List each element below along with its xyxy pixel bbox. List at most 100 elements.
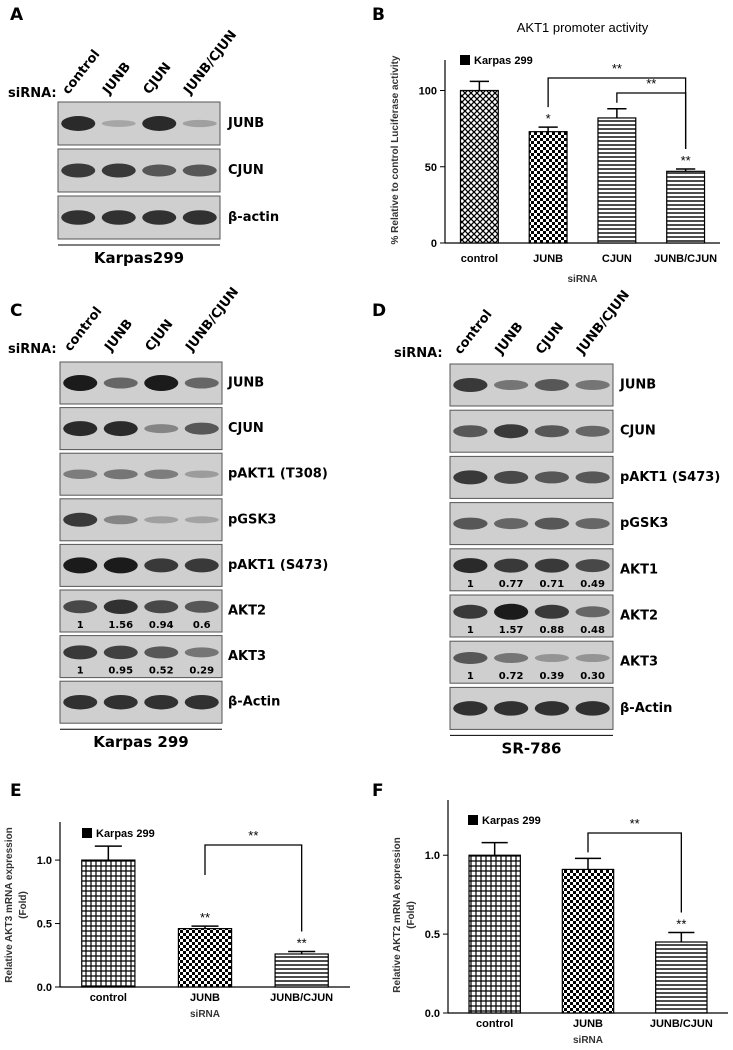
bar [597, 117, 637, 244]
blot-band [575, 606, 610, 618]
blot-band [63, 375, 98, 391]
cell-line: Karpas 299 [93, 733, 188, 751]
blot-row-label: AKT1 [620, 562, 658, 577]
comparison-bracket [547, 77, 687, 150]
blot-band [61, 163, 96, 178]
quantification: 1 [467, 671, 474, 682]
y-tick-label: 0.0 [37, 982, 52, 994]
bar [468, 854, 521, 1014]
blot-band [534, 558, 569, 573]
blot-band [101, 210, 136, 225]
lane-label: JUNB [492, 320, 527, 359]
blot-band [142, 164, 177, 177]
panel-letter: F [372, 781, 384, 801]
bar [459, 89, 499, 244]
sirna-label: siRNA: [394, 346, 443, 361]
quantification: 1 [77, 666, 84, 677]
blot-band [494, 380, 529, 390]
blot-band [63, 694, 98, 710]
blot-row-label: pGSK3 [228, 512, 276, 527]
quantification: 0.77 [499, 579, 524, 590]
quantification: 0.95 [108, 666, 133, 677]
lane-label: JUNB/CJUN [573, 288, 633, 359]
lane-label: JUNB [99, 60, 134, 99]
quantification: 0.72 [499, 671, 524, 682]
x-tick-label: control [476, 1018, 513, 1030]
blot-row-label: AKT2 [228, 604, 266, 619]
y-tick-label: 50 [425, 162, 437, 174]
cell-line: Karpas299 [94, 249, 184, 267]
blot-band [575, 518, 610, 530]
quantification: 1 [467, 579, 474, 590]
x-tick-label: CJUN [602, 253, 632, 265]
x-tick-label: JUNB [190, 992, 220, 1004]
panel-letter: B [372, 5, 385, 25]
sirna-label: siRNA: [8, 342, 57, 357]
y-axis-label: Relative AKT3 mRNA expression [4, 827, 15, 982]
blot-band [575, 380, 610, 390]
quantification: 0.29 [189, 666, 214, 677]
blot-band [184, 516, 219, 524]
blot-band [453, 425, 488, 438]
blot-band [63, 600, 98, 614]
blot-band [101, 163, 136, 178]
cell-line: SR-786 [502, 739, 562, 757]
lane-label: JUNB [101, 317, 136, 356]
blot-band [453, 701, 488, 716]
panel-letter: C [10, 301, 22, 321]
blot-band [453, 378, 488, 392]
blot-band [144, 516, 179, 524]
blot-band [575, 654, 610, 662]
blot-band [144, 424, 179, 434]
quantification: 1 [77, 620, 84, 631]
x-axis-label: siRNA [573, 1035, 603, 1046]
y-tick-label: 0.5 [37, 919, 52, 931]
y-axis-label: Relative AKT2 mRNA expression [392, 837, 403, 992]
x-axis-label: siRNA [190, 1009, 220, 1020]
legend-swatch [82, 828, 92, 838]
bar [666, 170, 706, 244]
y-tick-label: 100 [419, 86, 437, 98]
blot-band [575, 471, 610, 484]
blot-row-label: β-Actin [620, 701, 672, 716]
legend-swatch [468, 815, 478, 825]
y-tick-label: 0 [431, 238, 437, 250]
blot-band [184, 377, 219, 389]
blot-band [144, 694, 179, 710]
blot-band [182, 164, 217, 177]
blot-band [184, 422, 219, 435]
chart-title: AKT1 promoter activity [517, 20, 649, 35]
lane-label: JUNB/CJUN [182, 285, 242, 356]
blot-strip [59, 452, 223, 496]
blot-band [453, 558, 488, 574]
blot-row-label: CJUN [228, 163, 264, 178]
y-tick-label: 1.0 [425, 850, 440, 862]
blot-band [494, 470, 529, 484]
significance: ** [676, 917, 686, 932]
y-tick-label: 0.5 [425, 929, 440, 941]
blot-band [534, 604, 569, 619]
legend-label: Karpas 299 [474, 55, 533, 67]
x-tick-label: JUNB [573, 1018, 603, 1030]
y-tick-label: 1.0 [37, 855, 52, 867]
sirna-label: siRNA: [8, 86, 57, 101]
x-tick-label: JUNB/CJUN [650, 1018, 713, 1030]
blot-row-label: β-Actin [228, 695, 280, 710]
blot-row-label: pAKT1 (S473) [620, 470, 720, 485]
bar [81, 859, 136, 988]
blot-band [63, 557, 98, 574]
y-axis-label: % Relative to control Luciferase activit… [390, 55, 401, 244]
quantification: 0.48 [580, 625, 605, 636]
x-tick-label: JUNB/CJUN [654, 253, 717, 265]
blot-band [534, 425, 569, 438]
blot-band [103, 599, 138, 615]
blot-band [103, 469, 138, 480]
blot-row-label: β-actin [228, 210, 279, 225]
quantification: 0.49 [580, 579, 605, 590]
blot-band [103, 557, 138, 574]
lane-label: control [452, 307, 496, 357]
blot-band [453, 470, 488, 485]
x-tick-label: control [461, 253, 498, 265]
lane-label: control [60, 47, 104, 97]
comparison-label: ** [646, 76, 656, 91]
